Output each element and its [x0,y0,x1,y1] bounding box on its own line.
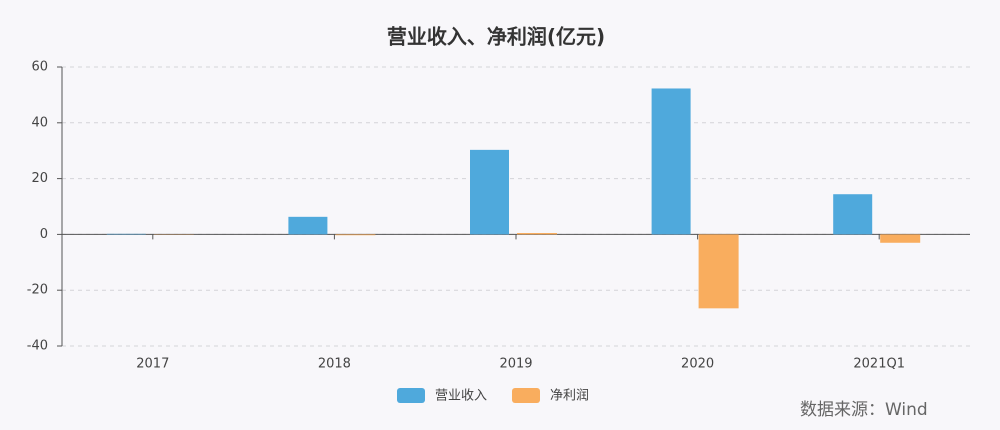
bar [106,233,146,235]
legend-label: 营业收入 [435,389,487,404]
chart-title: 营业收入、净利润(亿元) [387,25,605,49]
bar [517,233,557,235]
bar [470,149,509,235]
bar [651,88,691,235]
y-tick-label: 40 [31,115,48,130]
bar [833,194,873,235]
y-tick-label: 20 [31,171,48,186]
y-tick-label: 0 [40,227,48,242]
annotation: 数据来源：Wind [800,400,928,420]
legend-label: 净利润 [550,389,589,404]
bar [880,234,921,243]
x-tick-label: 2019 [499,357,532,372]
legend-swatch [397,388,425,403]
y-tick-label: -20 [27,283,48,298]
y-tick-label: -40 [27,339,48,354]
bar [698,234,739,309]
bar [288,216,328,235]
x-tick-label: 2018 [318,357,351,372]
x-tick-label: 2017 [136,357,169,372]
x-tick-label: 2020 [681,357,714,372]
bar [335,234,376,236]
y-tick-label: 60 [31,60,48,75]
x-tick-label: 2021Q1 [853,357,905,372]
legend-swatch [512,388,540,403]
